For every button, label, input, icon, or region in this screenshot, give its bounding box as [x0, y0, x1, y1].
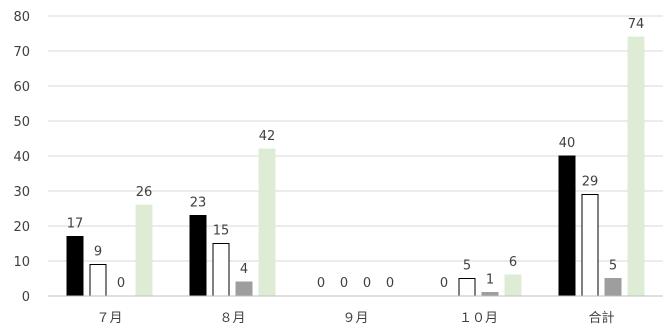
- bar: [89, 264, 107, 297]
- data-label: 0: [117, 276, 125, 291]
- data-label: 0: [386, 276, 394, 291]
- data-label: 1: [486, 273, 494, 288]
- data-label: 40: [559, 136, 576, 151]
- y-tick-label: 30: [13, 185, 30, 200]
- y-tick-label: 40: [13, 150, 30, 165]
- x-tick-label: １０月: [459, 311, 498, 326]
- y-tick-label: 70: [13, 45, 30, 60]
- bar: [189, 215, 207, 297]
- x-tick-label: ７月: [96, 311, 122, 326]
- bar: [558, 155, 576, 297]
- data-label: 0: [440, 276, 448, 291]
- bars: [66, 36, 645, 297]
- y-tick-label: 80: [13, 10, 30, 25]
- bar: [212, 243, 230, 297]
- data-label: 0: [363, 276, 371, 291]
- y-tick-label: 20: [13, 220, 30, 235]
- data-label: 5: [609, 259, 617, 274]
- data-label: 4: [240, 262, 248, 277]
- x-tick-label: 合計: [588, 310, 614, 326]
- data-label: 5: [463, 259, 471, 274]
- y-tick-label: 50: [13, 115, 30, 130]
- y-axis: 0 10 20 30 40 50 60 70 80: [13, 10, 30, 305]
- data-label: 23: [190, 196, 207, 211]
- data-label: 15: [213, 224, 230, 239]
- bar: [235, 281, 253, 297]
- bar: [581, 194, 599, 297]
- bar: [66, 236, 84, 297]
- y-tick-label: 0: [22, 290, 30, 305]
- y-tick-label: 10: [13, 255, 30, 270]
- bar: [604, 278, 622, 297]
- data-label: 74: [628, 17, 645, 32]
- data-label: 26: [136, 185, 153, 200]
- bar: [135, 204, 153, 297]
- data-label: 29: [582, 175, 599, 190]
- data-label: 17: [67, 217, 84, 232]
- bar: [627, 36, 645, 297]
- bar: [258, 148, 276, 297]
- bar: [458, 278, 476, 297]
- x-tick-label: ８月: [219, 311, 245, 326]
- x-axis: ７月 ８月 ９月 １０月 合計: [48, 295, 663, 326]
- data-label: 9: [94, 245, 102, 260]
- data-label: 0: [317, 276, 325, 291]
- x-tick-label: ９月: [342, 311, 368, 326]
- bar: [504, 274, 522, 297]
- data-label: 0: [340, 276, 348, 291]
- y-tick-label: 60: [13, 80, 30, 95]
- bar: [481, 292, 499, 297]
- data-label: 42: [259, 129, 276, 144]
- data-label: 6: [509, 255, 517, 270]
